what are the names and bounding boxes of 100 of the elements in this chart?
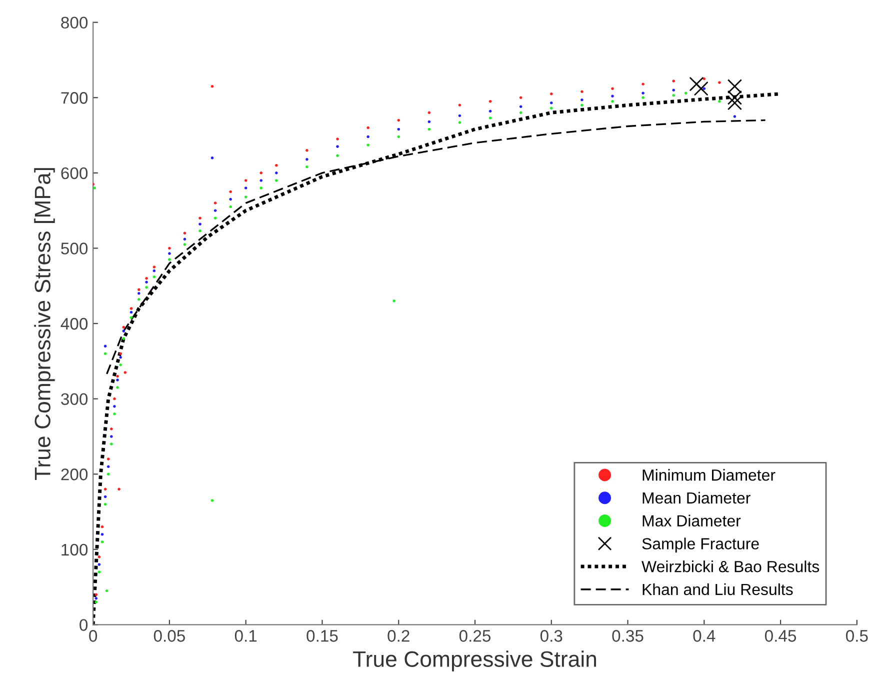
- point: [106, 472, 110, 476]
- point: [229, 190, 232, 194]
- point: [611, 100, 614, 103]
- point: [93, 186, 96, 190]
- point: [122, 330, 126, 332]
- point: [244, 179, 248, 182]
- point: [118, 488, 120, 491]
- point: [98, 570, 101, 574]
- point: [110, 428, 113, 430]
- point: [488, 116, 492, 120]
- point: [214, 202, 217, 204]
- point: [580, 98, 584, 102]
- point: [397, 128, 400, 131]
- point: [210, 156, 214, 160]
- point: [229, 198, 232, 201]
- point: [94, 600, 98, 604]
- point: [98, 563, 101, 566]
- point: [110, 442, 113, 446]
- legend-label: Sample Fracture: [642, 538, 759, 553]
- point: [138, 288, 140, 292]
- point: [119, 352, 122, 356]
- point: [183, 243, 186, 246]
- point: [244, 186, 248, 190]
- point: [94, 593, 98, 596]
- point: [306, 148, 308, 152]
- y-tick-label: 200: [61, 468, 88, 480]
- point: [642, 92, 644, 95]
- point: [275, 179, 278, 182]
- point: [105, 589, 108, 592]
- point: [113, 412, 116, 416]
- point: [366, 135, 370, 138]
- point: [116, 374, 119, 378]
- point: [366, 144, 370, 146]
- point: [306, 158, 308, 161]
- point: [611, 87, 614, 90]
- point: [145, 280, 148, 284]
- point: [113, 397, 116, 400]
- y-tick-label: 600: [61, 167, 88, 180]
- point: [183, 238, 186, 241]
- y-tick-label: 100: [62, 544, 88, 556]
- point: [458, 114, 462, 118]
- y-tick-label: 800: [61, 16, 88, 29]
- point: [104, 495, 107, 498]
- point: [104, 488, 107, 491]
- point: [116, 378, 119, 382]
- x-tick-label: 0: [89, 630, 98, 642]
- point: [611, 94, 614, 98]
- point: [168, 258, 171, 261]
- legend-label: Mean Diameter: [642, 492, 750, 504]
- point: [642, 96, 644, 100]
- point: [727, 79, 742, 94]
- point: [550, 102, 553, 104]
- point: [397, 135, 400, 138]
- point: [106, 465, 110, 468]
- point: [519, 96, 522, 100]
- point: [727, 90, 742, 105]
- point: [684, 92, 688, 95]
- point: [104, 502, 107, 506]
- point: [727, 96, 742, 110]
- legend-label: Weirzbicki & Bao Results: [642, 560, 820, 572]
- point: [124, 371, 127, 374]
- point: [100, 540, 104, 544]
- point: [244, 196, 248, 198]
- x-axis-title: True Compressive Strain: [353, 650, 596, 672]
- x-tick-label: 0.2: [388, 630, 410, 642]
- point: [428, 120, 431, 124]
- point: [100, 525, 104, 528]
- point: [122, 326, 126, 329]
- point: [210, 499, 214, 502]
- point: [488, 100, 492, 103]
- legend-label: Minimum Diameter: [642, 469, 776, 481]
- point: [428, 128, 431, 131]
- point: [138, 298, 140, 301]
- point: [519, 111, 522, 114]
- point: [229, 205, 232, 208]
- x-tick-label: 0.45: [764, 630, 796, 642]
- point: [122, 337, 126, 340]
- x-tick-label: 0.05: [154, 630, 185, 642]
- point: [94, 596, 98, 600]
- point: [733, 115, 736, 118]
- x-tick-label: 0.3: [540, 630, 562, 642]
- point: [488, 110, 492, 113]
- point: [260, 186, 263, 190]
- y-tick-label: 700: [61, 92, 88, 104]
- point: [306, 166, 308, 168]
- x-tick-label: 0.4: [693, 630, 716, 642]
- point: [392, 300, 396, 302]
- point: [152, 269, 156, 272]
- point: [580, 90, 584, 93]
- point: [119, 364, 122, 366]
- point: [210, 84, 214, 88]
- point: [397, 118, 400, 122]
- point: [198, 216, 202, 220]
- point: [702, 87, 706, 90]
- x-tick-label: 0.1: [234, 630, 257, 642]
- point: [138, 292, 140, 295]
- point: [183, 232, 186, 235]
- point: [580, 104, 584, 107]
- y-tick-label: 300: [61, 393, 88, 406]
- point: [336, 145, 339, 148]
